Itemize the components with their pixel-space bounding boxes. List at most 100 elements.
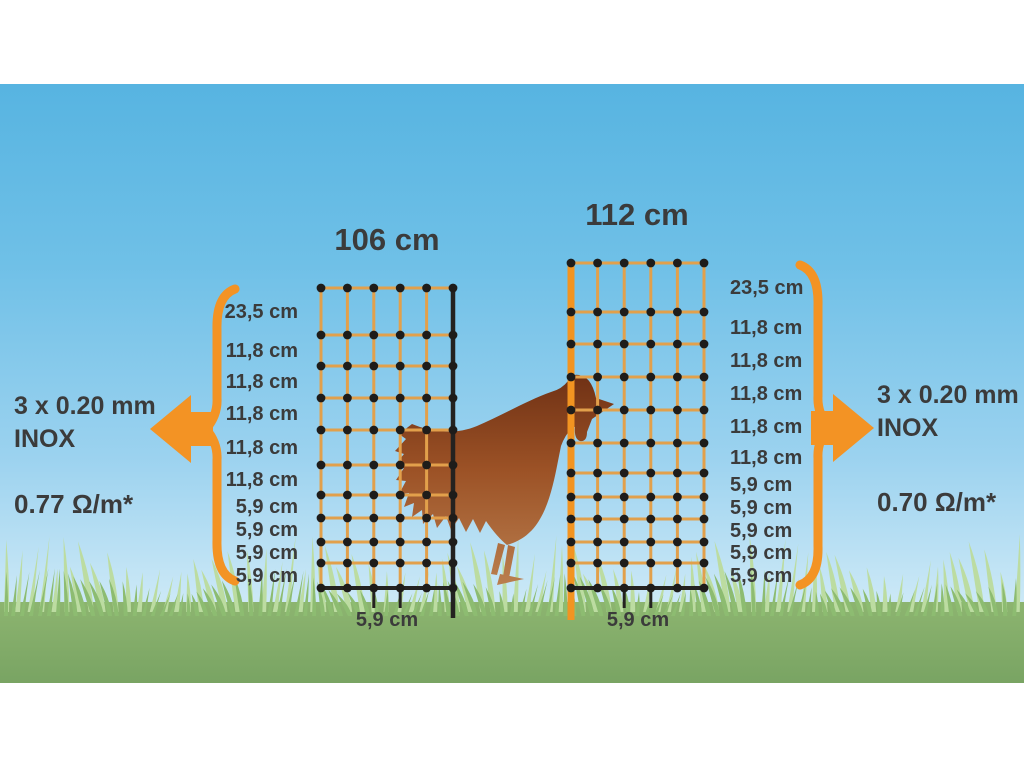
net-knot: [316, 513, 326, 523]
net-knot: [316, 583, 326, 593]
left-arrow-icon: [150, 395, 213, 463]
net-knot: [448, 425, 458, 435]
net-knot: [673, 307, 682, 317]
net-knot: [593, 468, 602, 478]
net-knot: [593, 583, 602, 593]
net-knot: [699, 405, 709, 415]
net-knot: [369, 460, 379, 470]
net-knot: [699, 372, 709, 382]
right-wire-spec: 3 x 0.20 mm: [877, 381, 1019, 409]
net-knot: [699, 438, 709, 448]
measurement-label: 5,9 cm: [235, 564, 298, 587]
left-resistance-value: 0.77 Ω/m*: [14, 489, 134, 519]
net-knot: [699, 583, 709, 593]
net-knot: [566, 468, 576, 478]
net-knot: [646, 339, 656, 349]
net-knot: [593, 307, 602, 317]
net-knot: [646, 405, 656, 415]
net-knot: [673, 405, 682, 415]
net-knot: [422, 558, 431, 568]
net-112cm: [566, 258, 709, 620]
net-knot: [673, 583, 682, 593]
net-knot: [448, 393, 458, 403]
net-knot: [422, 393, 431, 403]
measurement-label: 11,8 cm: [225, 403, 298, 425]
right-arrow-icon: [811, 394, 874, 462]
net-knot: [343, 537, 352, 547]
net-knot: [673, 537, 682, 547]
grass-meadow: [0, 534, 1024, 683]
net-knot: [566, 405, 576, 415]
net-knot: [646, 558, 656, 568]
chicken-silhouette: [394, 374, 614, 585]
net-knot: [316, 425, 326, 435]
measurement-label: 5,9 cm: [730, 497, 793, 519]
net-knot: [673, 492, 682, 502]
net-knot: [699, 258, 709, 268]
measurement-label: 11,8 cm: [225, 339, 298, 362]
net-right-height-title: 112 cm: [585, 197, 689, 232]
right-bottom-pitch-label: 5,9 cm: [606, 609, 670, 631]
net-knot: [395, 283, 405, 293]
left-spec-block: 3 x 0.20 mm INOX: [14, 390, 156, 456]
net-knot: [673, 339, 682, 349]
measurement-label: 11,8 cm: [225, 371, 298, 393]
net-knot: [448, 460, 458, 470]
net-knot: [593, 405, 602, 415]
net-knot: [593, 438, 602, 448]
net-knot: [593, 514, 602, 524]
net-knot: [448, 361, 458, 371]
net-knot: [593, 258, 602, 268]
net-knot: [619, 258, 629, 268]
net-106cm: [316, 283, 458, 618]
measurement-label: 11,8 cm: [730, 317, 803, 339]
grass-blades-front: [4, 568, 1017, 616]
net-knot: [422, 361, 431, 371]
net-knot: [369, 537, 379, 547]
net-knot: [566, 307, 576, 317]
net-knot: [646, 438, 656, 448]
net-knot: [343, 558, 352, 568]
net-knot: [395, 425, 405, 435]
net-knot: [619, 438, 629, 448]
net-knot: [619, 372, 629, 382]
net-knot: [699, 468, 709, 478]
net-knot: [566, 492, 576, 502]
net-knot: [369, 393, 379, 403]
net-knot: [619, 468, 629, 478]
net-knot: [619, 514, 629, 524]
measurement-label: 23,5 cm: [224, 300, 298, 323]
net-knot: [395, 460, 405, 470]
net-knot: [316, 330, 326, 340]
net-knot: [619, 339, 629, 349]
net-knot: [593, 372, 602, 382]
net-knot: [646, 492, 656, 502]
right-spec-block: 3 x 0.20 mm INOX: [877, 379, 1019, 445]
net-knot: [422, 283, 431, 293]
net-knot: [395, 537, 405, 547]
net-knot: [343, 425, 352, 435]
net-knot: [619, 537, 629, 547]
net-knot: [646, 514, 656, 524]
net-knot: [422, 537, 431, 547]
net-knot: [619, 583, 629, 593]
net-knot: [566, 339, 576, 349]
net-knot: [699, 514, 709, 524]
measurement-label: 11,8 cm: [730, 349, 803, 372]
chicken-leg: [491, 543, 505, 575]
net-knot: [619, 307, 629, 317]
net-knot: [395, 330, 405, 340]
net-knot: [422, 330, 431, 340]
net-knot: [316, 283, 326, 293]
net-left-height-title: 106 cm: [334, 222, 440, 257]
measurement-label: 11,8 cm: [730, 382, 803, 405]
net-knot: [673, 514, 682, 524]
left-bottom-pitch-label: 5,9 cm: [355, 609, 419, 631]
net-knot: [316, 361, 326, 371]
net-knot: [566, 372, 576, 382]
net-knot: [699, 558, 709, 568]
net-knot: [673, 438, 682, 448]
measurement-label: 5,9 cm: [730, 519, 793, 542]
measurement-label: 5,9 cm: [730, 541, 793, 564]
